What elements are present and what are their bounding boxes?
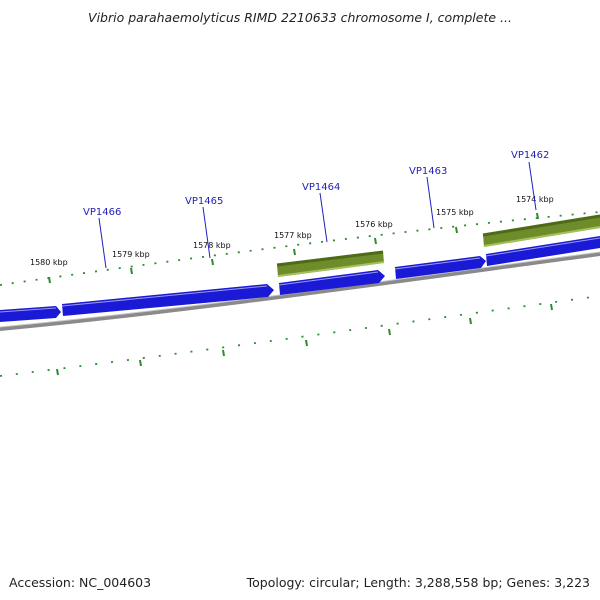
- map-title: Vibrio parahaemolyticus RIMD 2210633 chr…: [88, 10, 512, 25]
- tick-label: 1580 kbp: [30, 258, 68, 267]
- locus-callouts: VP1466 VP1465 VP1464 VP1463 VP1462: [83, 150, 549, 269]
- gene-box[interactable]: [483, 215, 600, 247]
- genome-summary: Topology: circular; Length: 3,288,558 bp…: [246, 575, 590, 590]
- reverse-genes[interactable]: [276, 214, 600, 277]
- inner-tick-ring: [0, 295, 600, 377]
- locus-label[interactable]: VP1464: [302, 182, 340, 193]
- tick-label: 1577 kbp: [274, 231, 312, 240]
- tick-label: 1575 kbp: [436, 208, 474, 217]
- gene-arrow[interactable]: [62, 284, 274, 316]
- locus-label[interactable]: VP1466: [83, 207, 121, 218]
- tick-labels: 1580 kbp 1579 kbp 1578 kbp 1577 kbp 1576…: [30, 195, 554, 267]
- gene-arrow[interactable]: [395, 256, 486, 279]
- tick-label: 1578 kbp: [193, 241, 231, 250]
- locus-label[interactable]: VP1465: [185, 196, 223, 207]
- tick-label: 1576 kbp: [355, 220, 393, 229]
- locus-label[interactable]: VP1463: [409, 166, 447, 177]
- accession-label: Accession: NC_004603: [9, 575, 152, 590]
- chromosome-backbone: [0, 252, 600, 331]
- forward-genes[interactable]: [0, 236, 600, 322]
- gene-arrow[interactable]: [279, 270, 385, 295]
- gene-arrow[interactable]: [486, 236, 600, 266]
- outer-tick-ring: [0, 211, 600, 286]
- gene-arrow[interactable]: [0, 306, 61, 322]
- gene-box[interactable]: [277, 251, 384, 277]
- tick-label: 1579 kbp: [112, 250, 150, 259]
- locus-label[interactable]: VP1462: [511, 150, 549, 161]
